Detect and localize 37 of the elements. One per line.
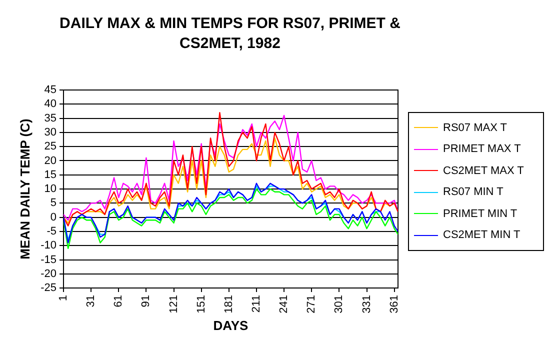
y-tick-label: 45 [44, 84, 56, 96]
y-tick-label: 5 [50, 197, 56, 210]
x-tick-label: 361 [388, 295, 400, 314]
legend-label: PRIMET MIN T [443, 208, 518, 220]
x-tick-label: 1 [58, 295, 70, 302]
x-tick-label: 271 [306, 295, 318, 314]
legend-label: CS2MET MAX T [443, 164, 524, 177]
legend-label: CS2MET MIN T [443, 229, 520, 242]
y-tick-label: 0 [50, 211, 56, 224]
y-tick-label: -25 [40, 282, 56, 294]
x-tick-label: 211 [250, 295, 263, 313]
legend-label: RS07 MAX T [443, 122, 507, 134]
y-tick-label: 10 [44, 183, 56, 196]
y-tick-label: 40 [44, 98, 56, 110]
x-tick-label: 301 [333, 295, 346, 314]
legend-label: RS07 MIN T [443, 186, 504, 198]
y-tick-label: -5 [46, 225, 56, 238]
x-tick-label: 61 [112, 295, 125, 308]
x-axis-title: DAYS [213, 318, 249, 333]
y-tick-label: 30 [44, 126, 56, 138]
chart-title: DAILY MAX & MIN TEMPS FOR RS07, PRIMET & CS2MET, 1982 [58, 14, 402, 54]
x-tick-label: 181 [222, 295, 235, 314]
y-tick-label: 25 [44, 140, 56, 153]
x-tick-label: 91 [140, 295, 152, 308]
y-tick-label: 35 [44, 112, 56, 124]
y-tick-label: -20 [40, 268, 56, 280]
x-tick-label: 151 [195, 295, 208, 314]
x-tick-label: 241 [278, 295, 290, 314]
y-axis-title: MEAN DAILY TEMP (C) [17, 118, 32, 260]
y-tick-label: -15 [40, 254, 56, 266]
x-tick-label: 121 [168, 295, 180, 314]
legend-label: PRIMET MAX T [443, 143, 521, 156]
x-tick-label: 31 [85, 295, 98, 308]
x-tick-label: 331 [360, 295, 373, 314]
y-tick-label: 20 [44, 154, 56, 167]
y-tick-label: 15 [44, 168, 56, 181]
y-tick-label: -10 [40, 240, 56, 252]
